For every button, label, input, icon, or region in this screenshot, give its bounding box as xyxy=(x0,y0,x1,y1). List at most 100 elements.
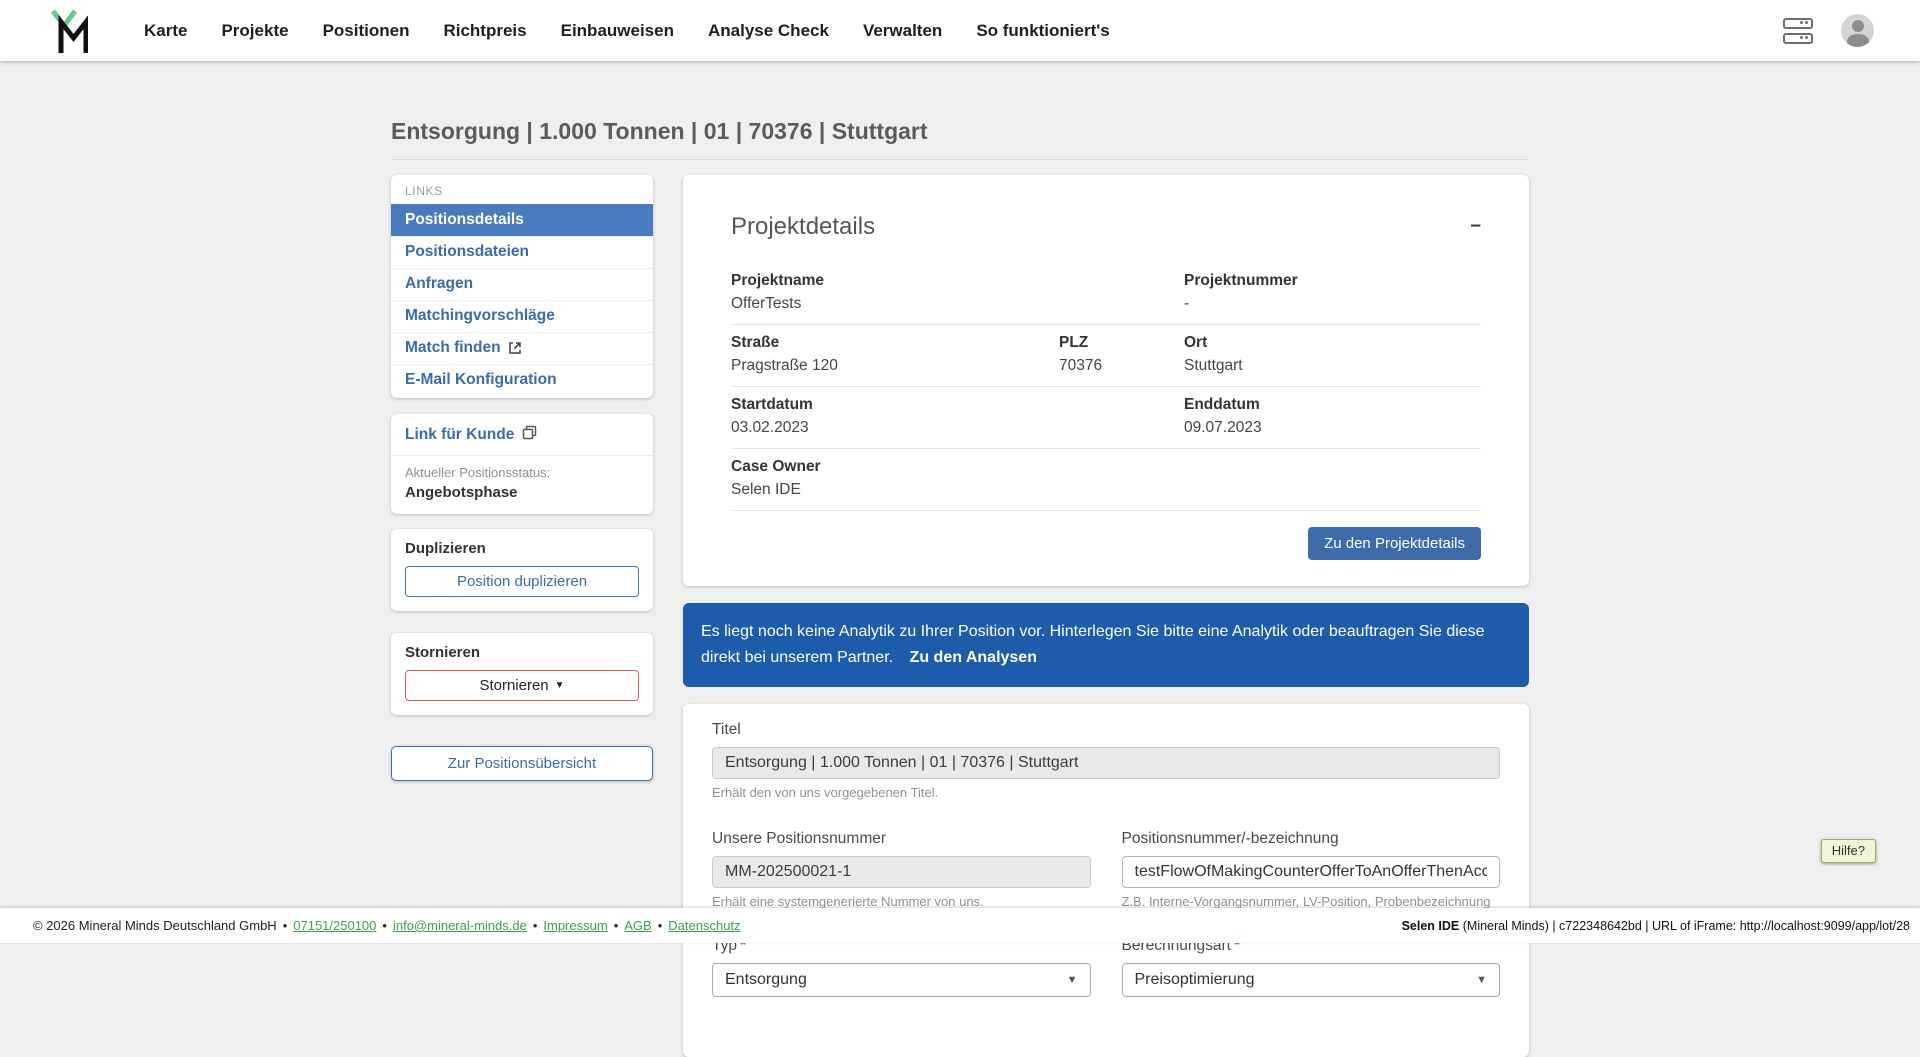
nav-item-analyse-check[interactable]: Analyse Check xyxy=(707,20,829,40)
start-date-label: Startdatum xyxy=(731,396,813,413)
cancel-card-title: Stornieren xyxy=(405,644,481,661)
duplicate-card: Duplizieren Position duplizieren xyxy=(391,529,653,611)
title-field-label: Titel xyxy=(712,721,741,738)
type-field: Typ * Entsorgung ▼ xyxy=(712,937,1091,997)
project-name-value: OfferTests xyxy=(731,295,802,312)
footer-datenschutz-link[interactable]: Datenschutz xyxy=(668,918,741,933)
position-status-block: Aktueller Positionsstatus: Angebotsphase xyxy=(391,456,653,514)
project-details-title: Projektdetails xyxy=(731,213,876,240)
project-number-value: - xyxy=(1184,295,1190,312)
calculation-select[interactable]: Preisoptimierung ▼ xyxy=(1121,963,1500,997)
mineral-minds-logo-icon[interactable] xyxy=(50,8,88,54)
server-stack-icon[interactable] xyxy=(1783,17,1813,44)
sidebar-item-label: E-Mail Konfiguration xyxy=(405,371,557,388)
customer-link[interactable]: Link für Kunde xyxy=(405,426,515,443)
nav-item-karte[interactable]: Karte xyxy=(144,20,188,40)
top-navigation-bar: Karte Projekte Positionen Richtpreis Ein… xyxy=(0,0,1920,61)
city-field: Ort Stuttgart xyxy=(1184,334,1481,375)
sidebar-item-label: Match finden xyxy=(405,339,501,356)
chevron-down-icon: ▼ xyxy=(554,679,565,691)
type-select[interactable]: Entsorgung ▼ xyxy=(712,963,1091,997)
cancel-card: Stornieren Stornieren ▼ xyxy=(391,633,653,715)
status-label: Aktueller Positionsstatus: xyxy=(405,465,551,480)
nav-item-positionen[interactable]: Positionen xyxy=(322,20,410,40)
street-field: Straße Pragstraße 120 xyxy=(731,334,1059,375)
copy-icon[interactable] xyxy=(522,425,537,445)
main-menu: Karte Projekte Positionen Richtpreis Ein… xyxy=(144,21,1110,41)
custom-position-number-label: Positionsnummer/-bezeichnung xyxy=(1121,830,1339,847)
case-owner-field: Case Owner Selen IDE xyxy=(731,458,1059,499)
footer-impressum-link[interactable]: Impressum xyxy=(543,918,608,933)
title-helper-text: Erhält den von uns vorgegebenen Titel. xyxy=(712,785,939,800)
links-card: LINKS Positionsdetails Positionsdateien … xyxy=(391,175,653,398)
footer-copyright: © 2026 Mineral Minds Deutschland GmbH xyxy=(33,918,277,933)
collapse-icon[interactable]: – xyxy=(1470,215,1481,236)
footer-agb-link[interactable]: AGB xyxy=(624,918,652,933)
street-label: Straße xyxy=(731,334,780,351)
case-owner-value: Selen IDE xyxy=(731,481,801,498)
title-input xyxy=(712,747,1500,779)
project-row-owner: Case Owner Selen IDE xyxy=(731,449,1481,511)
nav-item-einbauweisen[interactable]: Einbauweisen xyxy=(560,20,674,40)
footer-email-link[interactable]: info@mineral-minds.de xyxy=(392,918,527,933)
our-position-number-label: Unsere Positionsnummer xyxy=(712,830,887,847)
footer-user-name: Selen IDE xyxy=(1401,918,1460,933)
page-title: Entsorgung | 1.000 Tonnen | 01 | 70376 |… xyxy=(391,118,928,144)
nav-item-verwalten[interactable]: Verwalten xyxy=(862,20,943,40)
project-name-field: Projektname OfferTests xyxy=(731,272,1059,313)
plz-label: PLZ xyxy=(1059,334,1089,351)
duplicate-position-button[interactable]: Position duplizieren xyxy=(405,566,639,597)
sidebar: LINKS Positionsdetails Positionsdateien … xyxy=(391,175,653,781)
project-details-button[interactable]: Zu den Projektdetails xyxy=(1308,527,1481,560)
sidebar-item-match-finden[interactable]: Match finden xyxy=(391,332,653,364)
cancel-position-button[interactable]: Stornieren ▼ xyxy=(405,670,639,701)
our-position-number-helper: Erhält eine systemgenerierte Nummer von … xyxy=(712,894,984,909)
sidebar-item-matchingvorschlaege[interactable]: Matchingvorschläge xyxy=(391,300,653,332)
footer-separator: • xyxy=(657,918,663,933)
footer-separator: • xyxy=(282,918,288,933)
chevron-down-icon: ▼ xyxy=(1066,974,1078,986)
sidebar-item-positionsdateien[interactable]: Positionsdateien xyxy=(391,236,653,268)
customer-link-row: Link für Kunde xyxy=(391,414,653,456)
project-row-dates: Startdatum 03.02.2023 Enddatum 09.07.202… xyxy=(731,387,1481,449)
custom-position-number-input[interactable] xyxy=(1121,856,1500,888)
customer-link-card: Link für Kunde Aktueller Positionsstatus… xyxy=(391,414,653,514)
page-content: Entsorgung | 1.000 Tonnen | 01 | 70376 |… xyxy=(391,61,1529,1057)
sidebar-item-anfragen[interactable]: Anfragen xyxy=(391,268,653,300)
sidebar-item-label: Anfragen xyxy=(405,275,474,292)
calculation-select-value: Preisoptimierung xyxy=(1134,971,1255,988)
help-button[interactable]: Hilfe? xyxy=(1820,839,1876,863)
city-label: Ort xyxy=(1184,334,1208,351)
start-date-field: Startdatum 03.02.2023 xyxy=(731,396,1059,437)
project-number-label: Projektnummer xyxy=(1184,272,1298,289)
user-avatar[interactable] xyxy=(1841,14,1874,47)
footer-session-info: Selen IDE (Mineral Minds) | c722348642bd… xyxy=(1402,919,1910,933)
analytics-alert-banner: Es liegt noch keine Analytik zu Ihrer Po… xyxy=(683,603,1529,687)
title-divider xyxy=(391,159,1529,160)
sidebar-item-email-konfiguration[interactable]: E-Mail Konfiguration xyxy=(391,364,653,396)
footer-separator: • xyxy=(382,918,387,933)
end-date-field: Enddatum 09.07.2023 xyxy=(1184,396,1481,437)
server-row-top xyxy=(1783,17,1813,29)
external-link-icon xyxy=(508,341,522,355)
footer-phone-link[interactable]: 07151/250100 xyxy=(293,918,377,933)
alert-analyses-link[interactable]: Zu den Analysen xyxy=(909,649,1037,666)
nav-item-richtpreis[interactable]: Richtpreis xyxy=(443,20,527,40)
nav-item-projekte[interactable]: Projekte xyxy=(221,20,289,40)
server-row-bottom xyxy=(1783,32,1813,44)
type-select-value: Entsorgung xyxy=(725,971,807,988)
start-date-value: 03.02.2023 xyxy=(731,419,809,436)
our-position-number-field: Unsere Positionsnummer Erhält eine syste… xyxy=(712,830,1091,909)
sidebar-item-label: Positionsdetails xyxy=(405,211,524,228)
position-overview-button[interactable]: Zur Positionsübersicht xyxy=(391,746,653,781)
custom-position-number-helper: Z.B. Interne-Vorgangsnummer, LV-Position… xyxy=(1121,894,1491,909)
nav-item-so-funktionierts[interactable]: So funktioniert's xyxy=(976,20,1110,40)
case-owner-label: Case Owner xyxy=(731,458,821,475)
footer-session-details: (Mineral Minds) | c722348642bd | URL of … xyxy=(1459,918,1910,933)
sidebar-item-positionsdetails[interactable]: Positionsdetails xyxy=(391,204,653,236)
project-details-card: Projektdetails – Projektname OfferTests … xyxy=(683,175,1529,586)
custom-position-number-field: Positionsnummer/-bezeichnung Z.B. Intern… xyxy=(1121,830,1500,909)
our-position-number-input xyxy=(712,856,1091,888)
nav-right-icons xyxy=(1783,0,1874,61)
chevron-down-icon: ▼ xyxy=(1476,974,1487,986)
